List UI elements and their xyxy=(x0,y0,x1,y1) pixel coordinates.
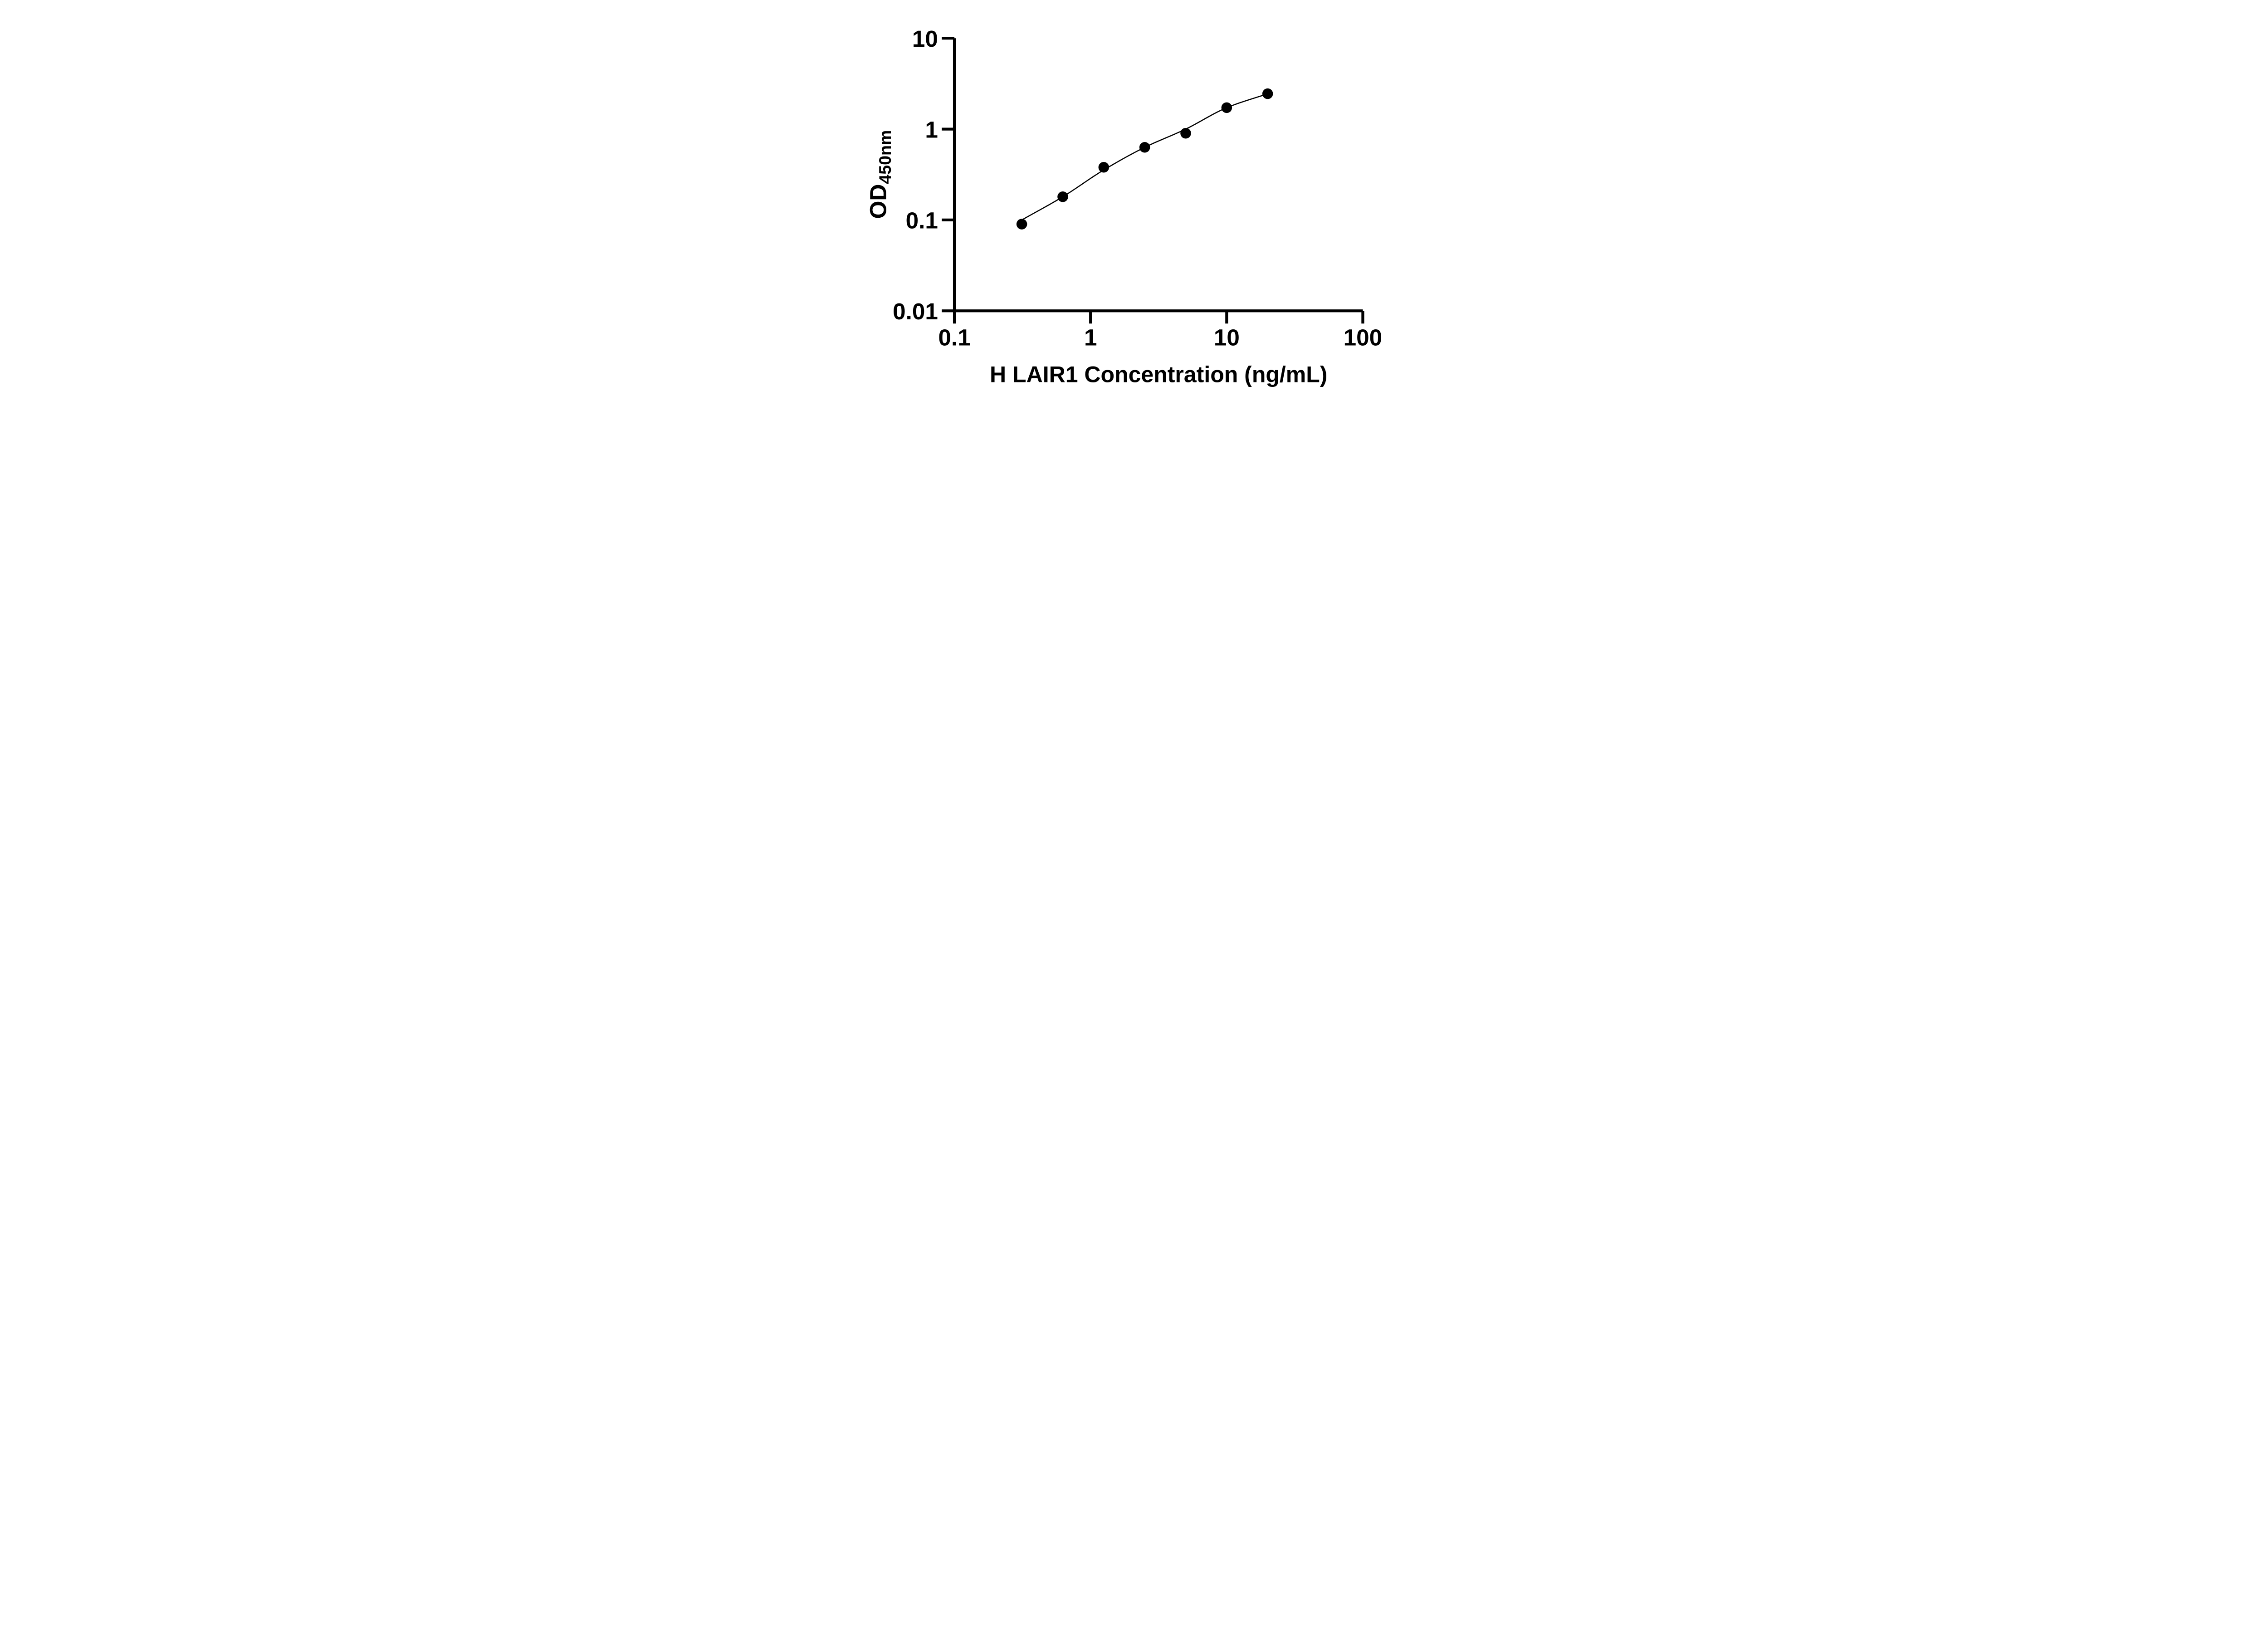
x-tick-label: 10 xyxy=(1214,325,1240,351)
fit-curve xyxy=(1021,93,1268,221)
x-tick-label: 0.1 xyxy=(938,325,970,351)
axis-frame xyxy=(953,38,1363,313)
data-point xyxy=(1262,88,1273,99)
x-tick-group xyxy=(953,311,1364,324)
y-tick-group xyxy=(942,37,955,313)
fit-curve-line xyxy=(1021,93,1268,221)
x-tick-label: 1 xyxy=(1084,325,1097,351)
data-point xyxy=(1139,142,1150,153)
data-point xyxy=(1221,102,1232,113)
x-tick-label: 100 xyxy=(1344,325,1383,351)
y-axis-title-main: OD xyxy=(865,184,891,219)
x-tick-label-group: 0.1 1 10 100 xyxy=(938,325,1382,351)
data-point xyxy=(1016,219,1027,230)
data-point xyxy=(1098,162,1110,173)
data-point xyxy=(1180,128,1191,139)
y-tick-label-group: 0.01 0.1 1 10 xyxy=(893,26,938,324)
data-point xyxy=(1057,191,1068,202)
y-axis-title-subscript: 450nm xyxy=(875,130,894,184)
y-tick-label: 10 xyxy=(912,26,938,52)
y-tick-label: 0.1 xyxy=(906,208,938,234)
y-tick-label: 0.01 xyxy=(893,298,938,324)
plot-axes xyxy=(953,38,1363,313)
y-axis-title: OD450nm xyxy=(865,130,894,219)
data-points xyxy=(1016,88,1273,230)
y-tick-label: 1 xyxy=(925,117,938,142)
elisa-standard-curve-figure: 0.1 1 10 100 0.01 0.1 1 10 H LAIR1 Concentrati… xyxy=(842,0,1426,409)
x-axis-title: H LAIR1 Concentration (ng/mL) xyxy=(990,362,1327,387)
